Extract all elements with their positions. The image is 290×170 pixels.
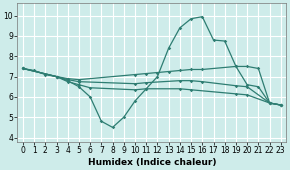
- X-axis label: Humidex (Indice chaleur): Humidex (Indice chaleur): [88, 158, 216, 167]
